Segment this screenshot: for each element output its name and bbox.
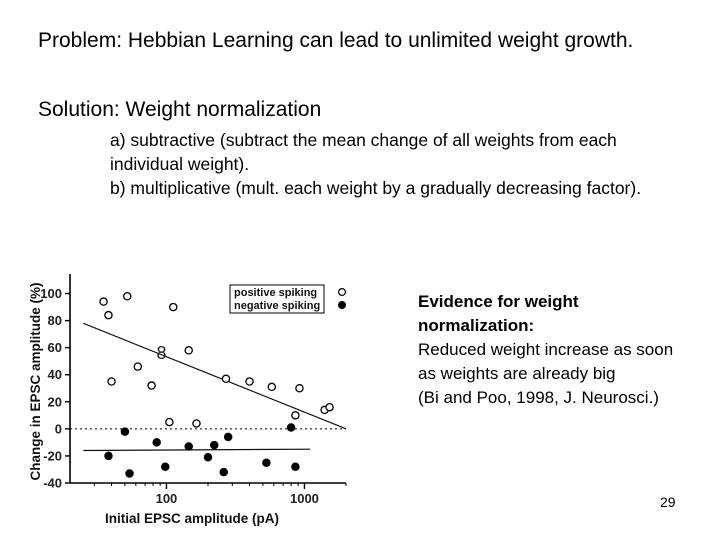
normalization-types: a) subtractive (subtract the mean change… [110, 128, 690, 200]
subtractive-item: a) subtractive (subtract the mean change… [110, 130, 617, 174]
page-number: 29 [660, 494, 676, 510]
legend-label: positive spiking [234, 287, 317, 299]
positive-spiking-point [107, 377, 116, 386]
positive-spiking-point [267, 382, 277, 392]
y-tick-label: 40 [48, 367, 62, 382]
y-tick-label: 100 [40, 286, 62, 301]
positive-spiking-point [133, 362, 143, 371]
negative-spiking-point [203, 453, 213, 462]
y-tick-label: -40 [43, 476, 62, 491]
positive-spiking-point [165, 417, 174, 427]
solution-statement: Solution: Weight normalization [38, 98, 322, 121]
positive-fit-line [83, 322, 347, 430]
negative-spiking-point [184, 442, 193, 451]
y-tick-label: -20 [43, 448, 62, 463]
positive-spiking-point [184, 346, 193, 355]
multiplicative-item: b) multiplicative (mult. each weight by … [110, 178, 642, 198]
negative-spiking-point [286, 423, 296, 432]
x-tick-label: 1000 [290, 491, 319, 506]
legend-filled-marker [338, 300, 347, 309]
positive-spiking-point [291, 411, 300, 420]
evidence-heading: Evidence for weight normalization: [418, 292, 579, 335]
y-tick-label: 20 [48, 394, 62, 409]
legend-box [229, 284, 325, 314]
negative-spiking-point [262, 458, 271, 467]
problem-statement: Problem: Hebbian Learning can lead to un… [38, 29, 634, 52]
y-tick-label: 60 [48, 340, 62, 355]
y-tick-label: 0 [55, 421, 62, 436]
positive-spiking-point [99, 297, 108, 306]
negative-spiking-point [210, 440, 219, 450]
evidence-citation: (Bi and Poo, 1998, J. Neurosci.) [418, 388, 659, 407]
positive-spiking-point [295, 384, 304, 393]
legend-label: negative spiking [234, 300, 320, 312]
positive-spiking-point [221, 374, 231, 384]
negative-spiking-point [152, 438, 161, 447]
negative-spiking-point [160, 462, 170, 472]
x-axis-label: Initial EPSC amplitude (pA) [105, 511, 279, 526]
chart-marks: 8 [70, 291, 347, 478]
negative-spiking-point [104, 451, 113, 461]
positive-spiking-point [245, 377, 254, 386]
negative-spiking-point [125, 469, 134, 478]
negative-spiking-point [120, 427, 130, 436]
positive-spiking-point [147, 381, 156, 390]
evidence-body: Reduced weight increase as soon as weigh… [418, 340, 674, 383]
y-axis-label: Change in EPSC amplitude (%) [28, 282, 43, 480]
epsc-scatter-figure: 100 80 60 40 20 0 -20 -40 100 1000 Initial EPSC am… [28, 274, 347, 526]
negative-spiking-point [219, 467, 228, 477]
x-tick-label: 100 [156, 491, 178, 506]
legend-open-marker [338, 288, 347, 297]
positive-spiking-point [192, 419, 201, 428]
y-tick-label: 80 [48, 313, 62, 328]
evidence-note: Evidence for weight normalization: Reduc… [418, 290, 688, 410]
negative-spiking-point [223, 432, 233, 442]
negative-fit-line [83, 448, 311, 452]
positive-spiking-point [325, 402, 334, 412]
positive-spiking-point [123, 291, 132, 301]
positive-spiking-point [168, 302, 178, 312]
chart-annotation: 8 [156, 343, 166, 363]
chart-axes: 100 80 60 40 20 0 -20 -40 100 1000 Initial EPSC am… [28, 274, 347, 526]
negative-spiking-point [291, 462, 300, 472]
positive-spiking-point [104, 310, 113, 320]
